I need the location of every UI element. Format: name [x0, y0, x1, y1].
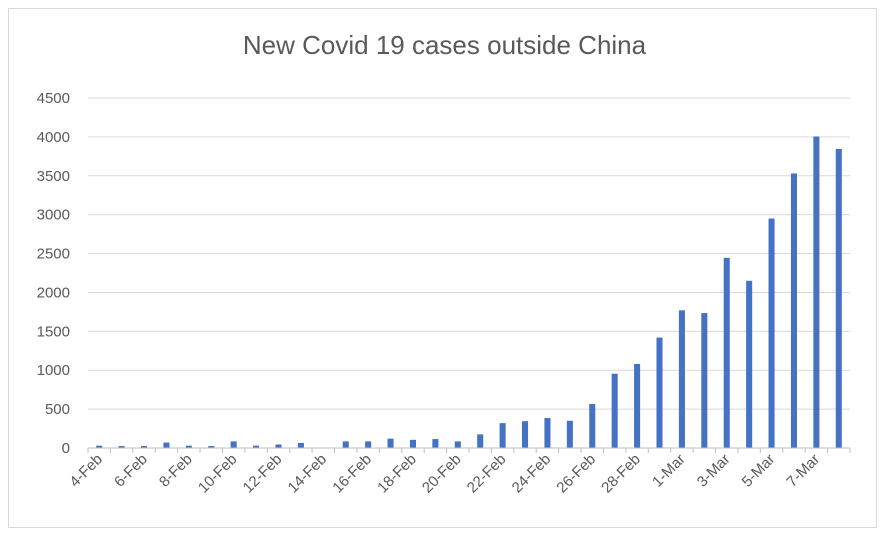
y-tick-label: 500 [45, 401, 70, 418]
bar [768, 218, 775, 448]
y-tick-label: 2000 [37, 284, 70, 301]
x-tick-label: 16-Feb [329, 451, 375, 497]
bar [790, 173, 797, 448]
chart-title: New Covid 19 cases outside China [242, 30, 647, 60]
x-tick-label: 28-Feb [598, 451, 644, 497]
y-tick-label: 2500 [37, 246, 70, 263]
x-tick-label: 5-Mar [739, 451, 779, 491]
y-tick-label: 4000 [37, 129, 70, 146]
x-tick-label: 10-Feb [195, 451, 241, 497]
x-tick-label: 26-Feb [553, 451, 599, 497]
bar [544, 418, 551, 448]
bar [275, 444, 282, 448]
bar [409, 439, 416, 448]
bar [723, 257, 730, 448]
bar [477, 434, 484, 448]
bar [163, 442, 170, 448]
x-tick-label: 8-Feb [156, 451, 196, 491]
bar [566, 420, 573, 448]
x-tick-label: 14-Feb [285, 451, 331, 497]
bar [387, 438, 394, 448]
bar [813, 136, 820, 448]
bar [141, 446, 148, 448]
x-tick-label: 1-Mar [649, 451, 689, 491]
bar [185, 445, 192, 448]
y-tick-label: 4500 [37, 90, 70, 107]
bar [522, 421, 529, 448]
bar [611, 373, 618, 448]
bar [701, 313, 708, 448]
y-tick-label: 3500 [37, 168, 70, 185]
bar [96, 445, 103, 448]
bar [365, 441, 372, 448]
bar [656, 337, 663, 448]
x-tick-label: 22-Feb [464, 451, 510, 497]
x-tick-label: 18-Feb [374, 451, 420, 497]
bar [746, 280, 753, 448]
chart-frame [8, 8, 877, 528]
x-tick-label: 24-Feb [509, 451, 555, 497]
bar [678, 310, 685, 448]
x-tick-label: 12-Feb [240, 451, 286, 497]
bar [297, 442, 304, 448]
bar [208, 446, 215, 448]
y-tick-label: 0 [62, 440, 70, 457]
y-tick-label: 1500 [37, 323, 70, 340]
bar [253, 445, 260, 448]
bar [118, 446, 125, 448]
bar [342, 441, 349, 448]
x-tick-label: 6-Feb [111, 451, 151, 491]
bar [230, 441, 237, 448]
x-tick-label: 7-Mar [783, 451, 823, 491]
x-tick-label: 3-Mar [694, 451, 734, 491]
bar [634, 364, 641, 448]
bar [432, 439, 439, 448]
bar [589, 404, 596, 448]
y-tick-label: 3000 [37, 207, 70, 224]
x-tick-label: 4-Feb [66, 451, 106, 491]
bar [499, 423, 506, 448]
bar [835, 148, 842, 448]
x-tick-label: 20-Feb [419, 451, 465, 497]
y-tick-label: 1000 [37, 362, 70, 379]
bar [454, 441, 461, 448]
